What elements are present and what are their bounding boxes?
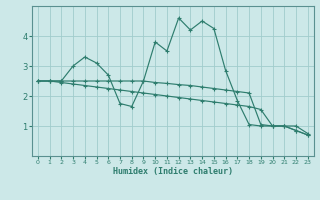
X-axis label: Humidex (Indice chaleur): Humidex (Indice chaleur) [113, 167, 233, 176]
